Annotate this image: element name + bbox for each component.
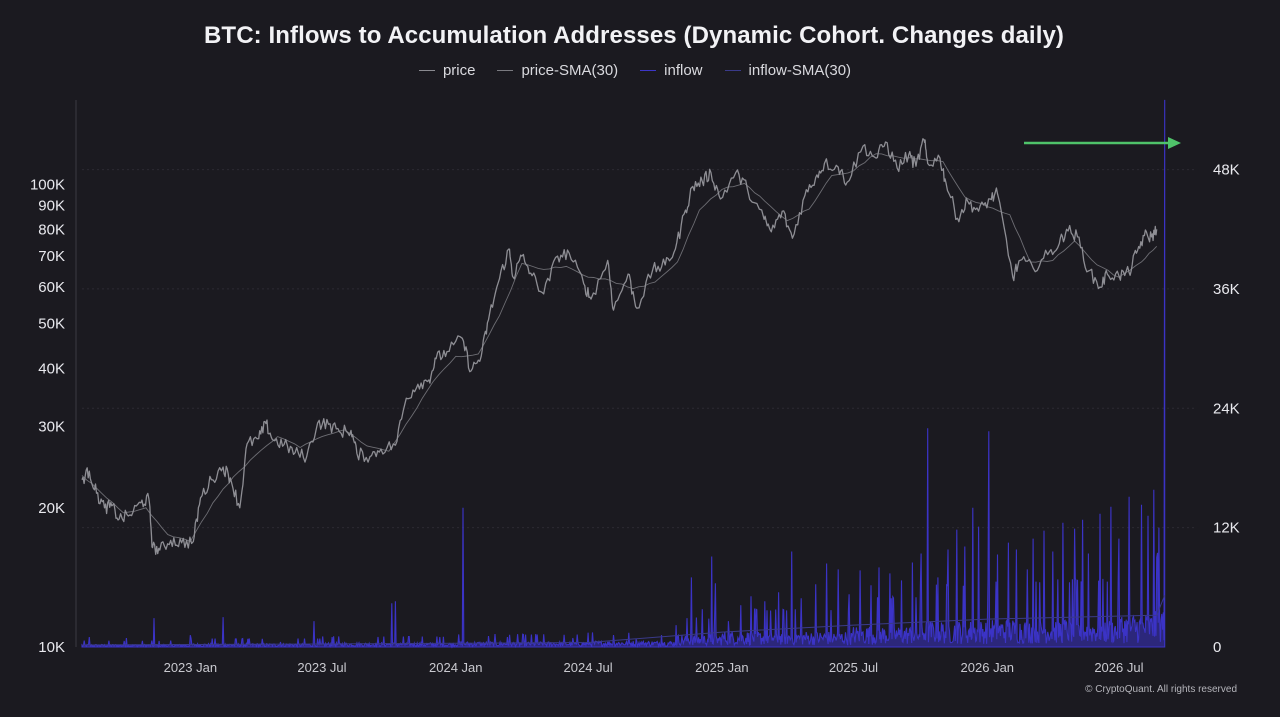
y-left-tick-label: 80K — [38, 221, 65, 238]
series-inflow-sma — [81, 595, 1166, 646]
chart-title: BTC: Inflows to Accumulation Addresses (… — [204, 22, 1064, 49]
grid-layer — [82, 169, 1196, 529]
y-left-tick-label: 40K — [38, 361, 65, 378]
price-layer — [81, 138, 1158, 555]
x-tick-label: 2026 Jul — [1094, 660, 1143, 675]
legend-label-inflow-sma: inflow-SMA(30) — [748, 62, 852, 79]
legend-label-price: price — [442, 62, 476, 79]
legend-swatch-inflow-sma — [724, 70, 741, 71]
legend-swatch-inflow — [640, 70, 657, 71]
y-left-tick-label: 100K — [30, 176, 65, 193]
legend: price price-SMA(30) inflow inflow-SMA(30… — [0, 62, 1270, 79]
legend-label-price-sma: price-SMA(30) — [521, 62, 619, 79]
x-tick-label: 2026 Jan — [961, 660, 1015, 675]
y-left-tick-label: 70K — [38, 248, 65, 265]
legend-swatch-price — [418, 70, 435, 71]
y-left-tick-label: 50K — [38, 316, 65, 333]
annotation-layer — [1024, 137, 1181, 149]
x-tick-label: 2025 Jan — [695, 660, 749, 675]
inflow-layer — [81, 99, 1166, 649]
annotation-arrow-head — [1168, 137, 1181, 149]
y-right-tick-label: 48K — [1213, 162, 1240, 179]
copyright-footer: © CryptoQuant. All rights reserved — [1085, 684, 1237, 695]
legend-item-inflow-sma[interactable]: inflow-SMA(30) — [724, 62, 852, 79]
series-inflow — [81, 99, 1166, 649]
legend-swatch-price-sma — [497, 70, 514, 71]
legend-item-inflow[interactable]: inflow — [640, 62, 703, 79]
y-right-tick-label: 0 — [1213, 639, 1221, 656]
y-left-tick-label: 90K — [38, 198, 65, 215]
y-left-tick-label: 60K — [38, 279, 65, 296]
axis-layer: 10K 20K 30K 40K 50K 60K 70K 80K 90K 100K 0 12K 24K 36… — [30, 100, 1240, 675]
x-tick-label: 2025 Jul — [829, 660, 878, 675]
legend-item-price[interactable]: price — [418, 62, 476, 79]
x-tick-label: 2023 Jul — [297, 660, 346, 675]
y-left-tick-label: 30K — [38, 418, 65, 435]
y-left-tick-label: 10K — [38, 639, 65, 656]
series-price — [81, 138, 1158, 555]
x-tick-label: 2024 Jul — [564, 660, 613, 675]
x-tick-label: 2023 Jan — [164, 660, 218, 675]
x-tick-label: 2024 Jan — [429, 660, 483, 675]
y-left-tick-label: 20K — [38, 500, 65, 517]
legend-label-inflow: inflow — [664, 62, 703, 79]
y-right-tick-label: 24K — [1213, 400, 1240, 417]
y-right-tick-label: 12K — [1213, 520, 1240, 537]
y-right-tick-label: 36K — [1213, 281, 1240, 298]
legend-item-price-sma[interactable]: price-SMA(30) — [497, 62, 618, 79]
